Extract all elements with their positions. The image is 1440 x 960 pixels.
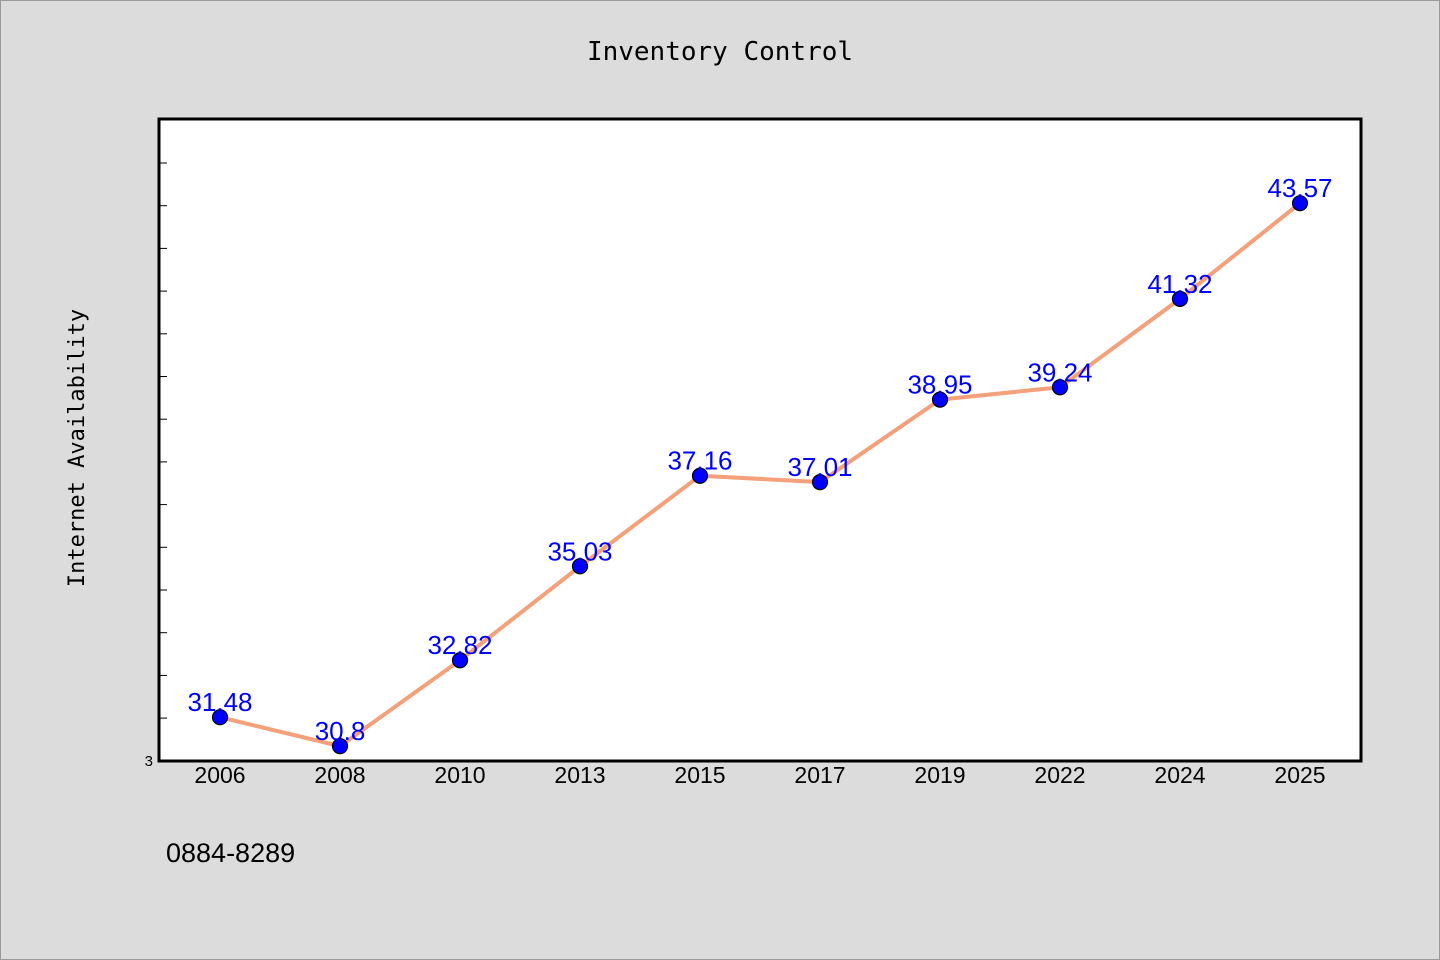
data-label: 39.24 (1027, 357, 1092, 387)
data-point (811, 473, 829, 491)
data-label: 37.01 (787, 452, 852, 482)
data-label: 37.16 (667, 446, 732, 476)
x-tick-label: 2008 (314, 762, 365, 788)
data-point (1051, 379, 1069, 396)
x-axis-tick-labels: 2006 2008 2010 2013 2015 2017 2019 2022 2024 2025 (194, 762, 1325, 788)
x-tick-label: 2022 (1034, 762, 1085, 788)
data-point (331, 738, 349, 755)
data-label: 31.48 (187, 687, 252, 717)
x-tick-label: 2025 (1274, 762, 1325, 788)
x-tick-label: 2015 (674, 762, 725, 788)
data-point (691, 467, 709, 484)
x-tick-label: 2013 (554, 762, 605, 788)
x-tick-label: 2010 (434, 762, 485, 788)
data-point (571, 558, 589, 575)
data-point (451, 652, 469, 669)
data-label: 41.32 (1147, 269, 1212, 299)
data-point (931, 391, 949, 408)
x-tick-label: 2019 (914, 762, 965, 788)
chart-title: Inventory Control (587, 37, 853, 67)
y-axis-label: Internet Availability (65, 309, 90, 587)
data-label: 32.82 (427, 630, 492, 660)
data-point (1291, 195, 1309, 212)
data-labels-group: 31.48 30.8 32.82 35.03 37.16 37.01 38.95 39.24 4… (187, 173, 1332, 746)
plot-area (157, 117, 1363, 763)
x-tick-label: 2024 (1154, 762, 1205, 788)
series-markers-group (211, 195, 1309, 755)
x-tick-label: 2017 (794, 762, 845, 788)
series-line-group (218, 201, 1302, 749)
footer-code: 0884-8289 (166, 838, 295, 868)
data-label: 30.8 (315, 716, 366, 746)
y-axis-ticks (159, 162, 167, 719)
data-label: 38.95 (907, 370, 972, 400)
data-label: 35.03 (547, 536, 612, 566)
data-point (211, 709, 229, 726)
series-line (218, 201, 1302, 749)
x-tick-label: 2006 (194, 762, 245, 788)
y-tick-label: 3 (145, 753, 153, 770)
data-label: 43.57 (1267, 173, 1332, 203)
data-point (1171, 290, 1189, 307)
